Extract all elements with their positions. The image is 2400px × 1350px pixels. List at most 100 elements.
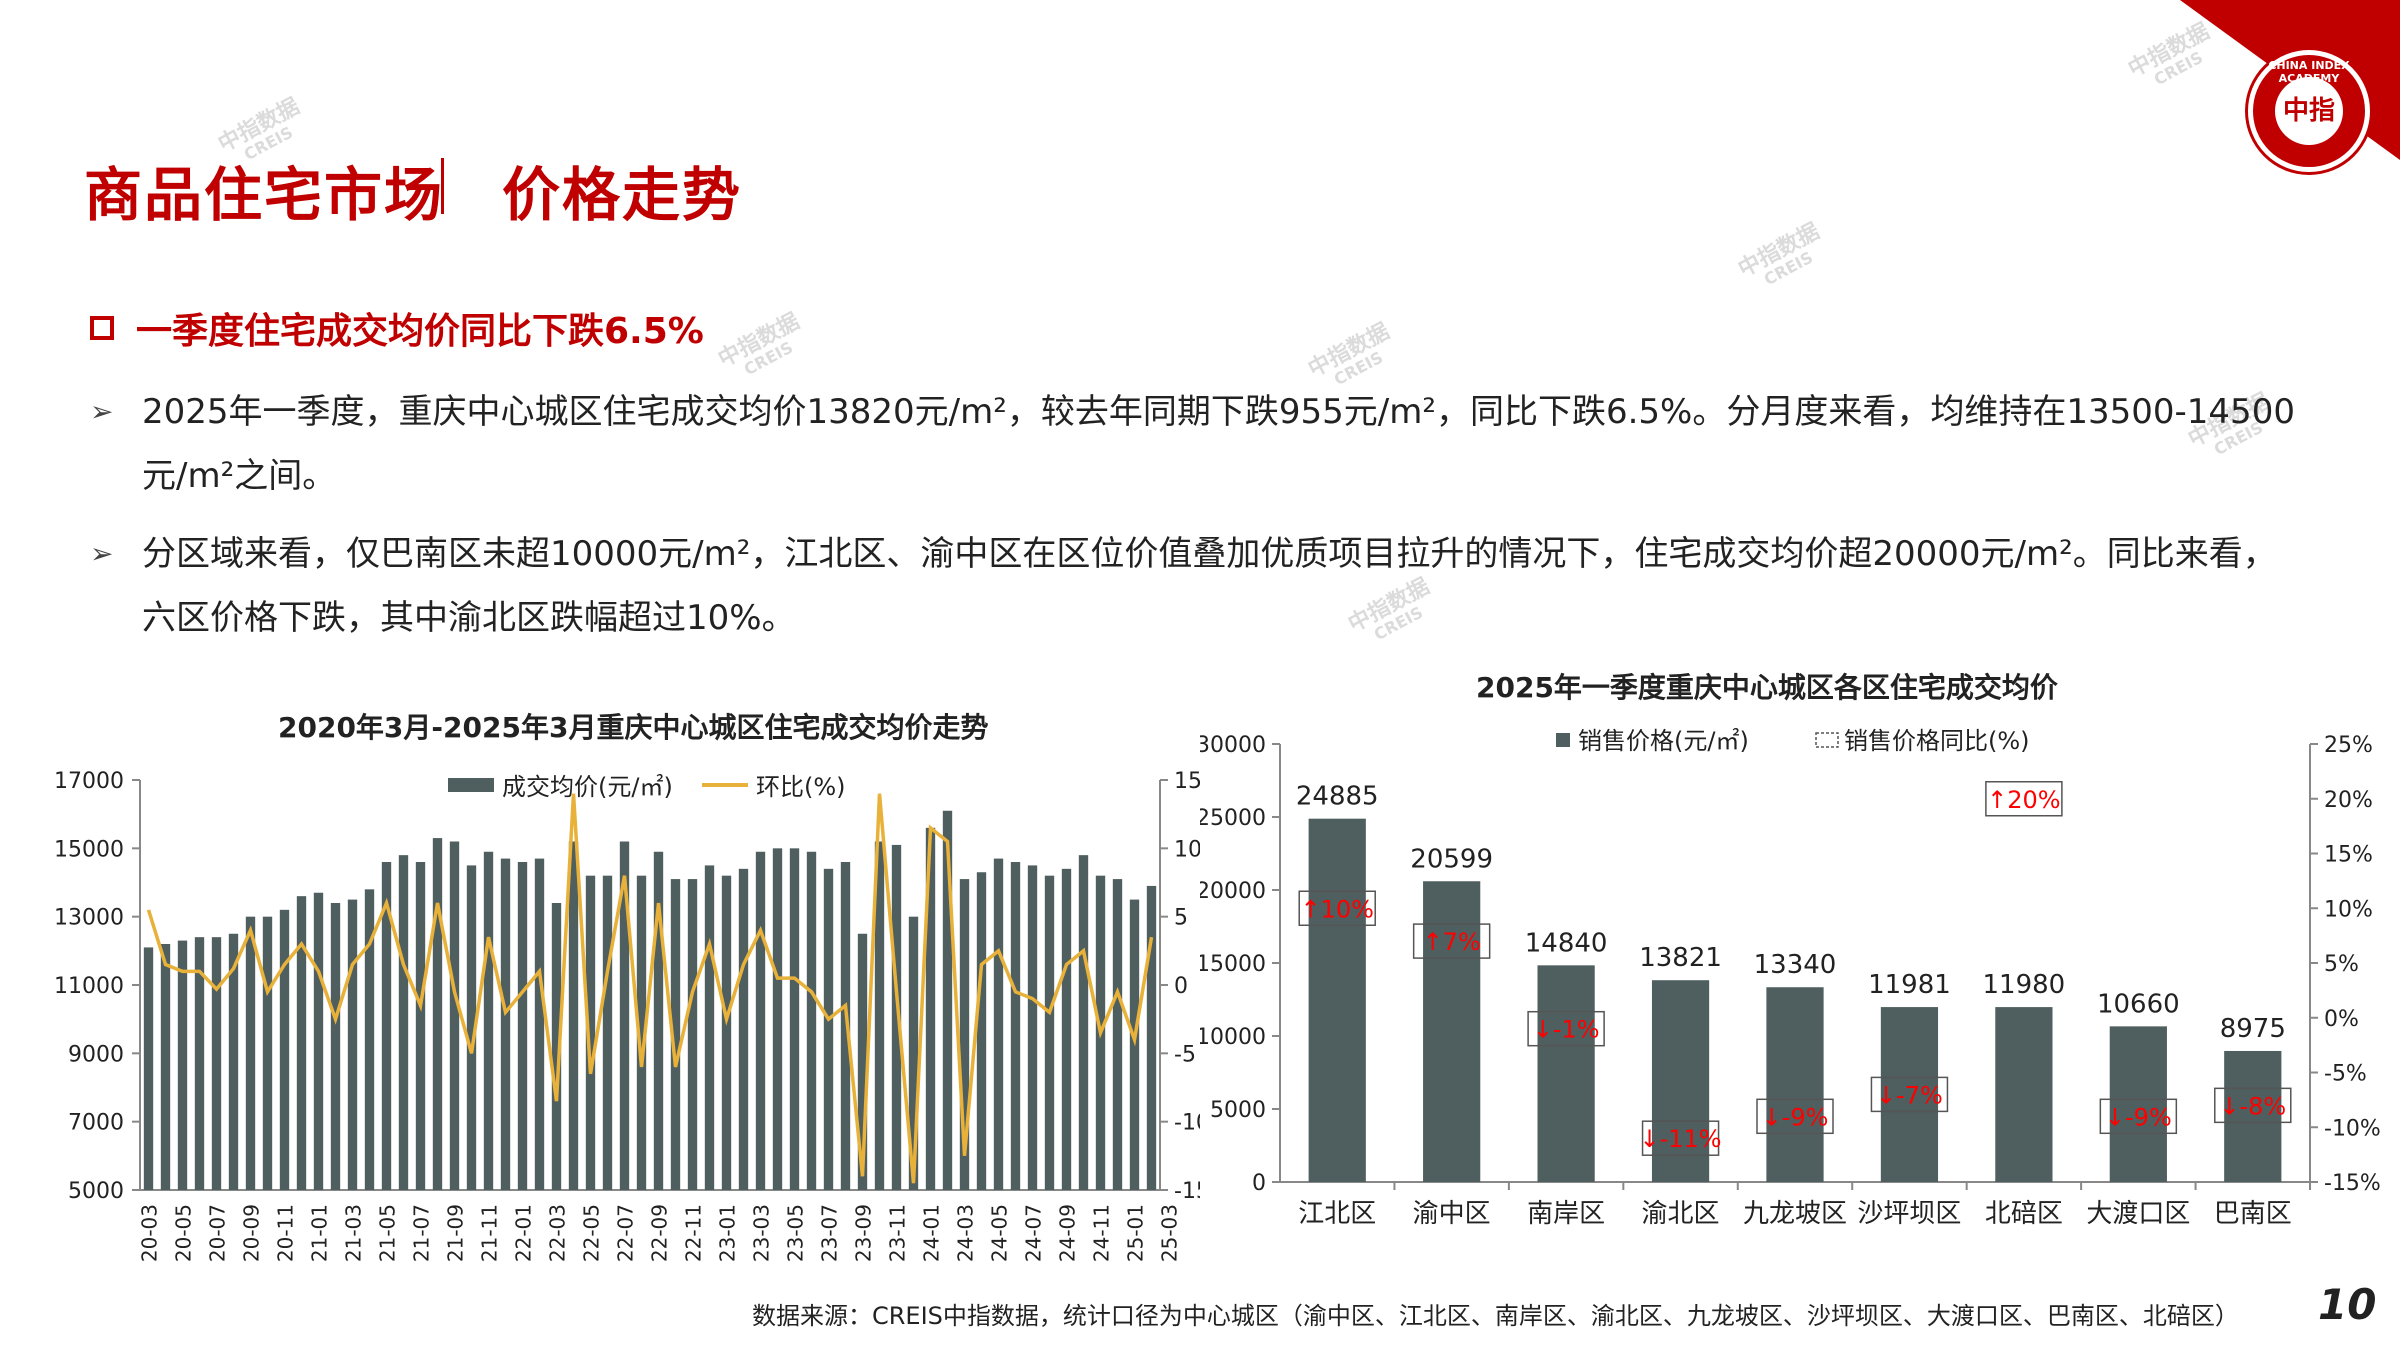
- price-bar: [738, 868, 749, 1190]
- yoy-label-box: [1527, 1010, 1605, 1047]
- price-bar: [670, 879, 681, 1190]
- section-heading-text: 一季度住宅成交均价同比下跌6.5%: [136, 311, 704, 352]
- price-bar: [483, 851, 494, 1190]
- price-bar: [296, 896, 307, 1190]
- yoy-label: ↑10%: [1300, 895, 1373, 923]
- yoy-label: ↑7%: [1423, 928, 1481, 956]
- price-bar: [1010, 862, 1021, 1190]
- price-bar: [1027, 865, 1038, 1190]
- bullet-line: 分区域来看，仅巴南区未超10000元/m²，江北区、渝中区在区位价值叠加优质项目…: [142, 534, 2277, 574]
- price-bar: [789, 848, 800, 1190]
- y-right-tick-label: 0%: [2324, 1007, 2359, 1032]
- yoy-label-box: [1756, 1098, 1834, 1135]
- yoy-label: ↓-9%: [2105, 1103, 2172, 1131]
- price-bar: [245, 916, 256, 1190]
- y-left-tick-label: 0: [1252, 1171, 1266, 1196]
- x-tick-label: 21-07: [410, 1204, 434, 1262]
- legend-label: 销售价格(元/㎡): [1578, 727, 1749, 755]
- bar-value-label: 8975: [2220, 1014, 2286, 1044]
- x-tick-label: 24-05: [988, 1204, 1012, 1262]
- district-chart: 30000 25000 20000 15000 10000 5000 0 25% 20% 15% 1…: [1200, 727, 2381, 1229]
- x-tick-label: 23-03: [750, 1204, 774, 1262]
- price-bar: [551, 903, 562, 1190]
- yoy-label: ↓-8%: [2219, 1092, 2286, 1120]
- y-right-tick-label: 25%: [2324, 733, 2373, 758]
- price-bar: [1146, 885, 1157, 1190]
- x-tick-label: 22-07: [614, 1204, 638, 1262]
- y-left-tick-label: 10000: [1200, 1025, 1266, 1050]
- price-bar: [1044, 875, 1055, 1190]
- district-price-bar: [2224, 1050, 2282, 1182]
- x-tick-label: 20-05: [172, 1204, 196, 1262]
- price-bar: [313, 892, 324, 1190]
- price-bar: [449, 841, 460, 1190]
- price-bar: [976, 872, 987, 1190]
- price-bar: [160, 944, 171, 1190]
- x-category-label: 九龙坡区: [1743, 1199, 1847, 1229]
- x-tick-label: 21-03: [342, 1204, 366, 1262]
- title-divider: [441, 158, 444, 214]
- watermark: 中指数据 CREIS: [1734, 219, 1824, 290]
- x-tick-label: 24-01: [920, 1204, 944, 1262]
- legend-bar-swatch: [448, 778, 494, 792]
- yoy-label-box: [1298, 890, 1376, 926]
- price-bar: [500, 858, 511, 1190]
- price-bar: [602, 875, 613, 1190]
- x-tick-label: 22-03: [546, 1204, 570, 1262]
- y-right-tick-label: 5%: [2324, 952, 2359, 977]
- x-category-label: 巴南区: [2214, 1199, 2292, 1229]
- price-bar: [806, 851, 817, 1190]
- x-tick-label: 20-07: [206, 1204, 230, 1262]
- y-right-tick-label: -10: [1174, 1111, 1200, 1136]
- bar-value-label: 11981: [1868, 970, 1951, 1000]
- y-right-tick-label: -10%: [2324, 1116, 2381, 1141]
- legend-label: 环比(%): [756, 773, 846, 801]
- price-bar: [1078, 855, 1089, 1190]
- x-tick-label: 20-03: [138, 1204, 162, 1262]
- x-tick-label: 23-05: [784, 1204, 808, 1262]
- section-heading: 一季度住宅成交均价同比下跌6.5%: [90, 302, 704, 354]
- y-right-tick-label: -15%: [2324, 1171, 2381, 1196]
- y-left-tick-label: 30000: [1200, 733, 1266, 758]
- price-bar: [704, 865, 715, 1190]
- y-left-tick-label: 13000: [54, 906, 124, 931]
- price-bar: [568, 841, 579, 1190]
- page-number: 10: [2318, 1280, 2377, 1329]
- bar-value-label: 10660: [2097, 989, 2180, 1019]
- price-bar: [143, 947, 154, 1190]
- chart-title-trend: 2020年3月-2025年3月重庆中心城区住宅成交均价走势: [278, 711, 989, 744]
- x-category-label: 渝北区: [1642, 1199, 1720, 1229]
- district-price-bar: [1995, 1007, 2053, 1182]
- x-tick-label: 23-11: [886, 1204, 910, 1262]
- price-bar: [772, 848, 783, 1190]
- y-right-tick-label: 20%: [2324, 788, 2373, 813]
- x-tick-label: 21-01: [308, 1204, 332, 1262]
- price-bar: [517, 862, 528, 1190]
- y-left-tick-label: 17000: [54, 769, 124, 794]
- x-tick-label: 21-05: [376, 1204, 400, 1262]
- price-bar: [330, 903, 341, 1190]
- price-bar: [415, 862, 426, 1190]
- bar-value-label: 24885: [1296, 782, 1379, 812]
- price-bar: [194, 937, 205, 1190]
- bar-value-label: 11980: [1983, 970, 2066, 1000]
- x-category-label: 大渡口区: [2086, 1199, 2190, 1229]
- bullet-paragraph: ➢ 分区域来看，仅巴南区未超10000元/m²，江北区、渝中区在区位价值叠加优质…: [90, 522, 2340, 650]
- district-price-bar: [1537, 965, 1595, 1182]
- price-bar: [653, 851, 664, 1190]
- district-price-bar: [1651, 980, 1710, 1182]
- x-tick-label: 23-09: [852, 1204, 876, 1262]
- x-category-label: 江北区: [1298, 1199, 1376, 1229]
- y-right-tick-label: -5: [1174, 1042, 1196, 1067]
- y-left-tick-label: 15000: [1200, 952, 1266, 977]
- data-source-note: 数据来源：CREIS中指数据，统计口径为中心城区（渝中区、江北区、南岸区、渝北区…: [752, 1302, 2239, 1330]
- yoy-label-box: [2214, 1087, 2292, 1124]
- x-tick-label: 23-07: [818, 1204, 842, 1262]
- price-bar: [177, 940, 188, 1190]
- y-right-tick-label: -5%: [2324, 1062, 2367, 1087]
- x-tick-label: 23-01: [716, 1204, 740, 1262]
- price-bar: [721, 875, 732, 1190]
- x-tick-label: 24-09: [1056, 1204, 1080, 1262]
- price-bar: [279, 909, 290, 1190]
- x-tick-label: 21-11: [478, 1204, 502, 1262]
